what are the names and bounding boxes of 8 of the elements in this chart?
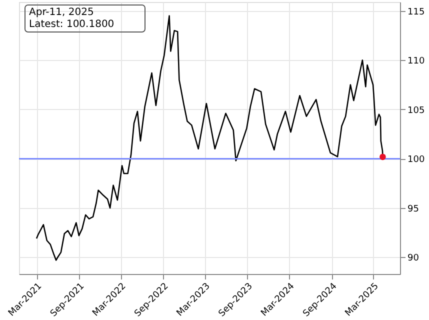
y-tick-label: 100	[408, 155, 425, 166]
annotation: Apr-11, 2025	[29, 7, 94, 18]
y-tick-label: 115	[408, 7, 425, 18]
y-tick-label: 110	[408, 56, 425, 67]
y-tick-label: 105	[408, 106, 425, 116]
y-tick-label: 90	[408, 254, 420, 264]
y-tick-label: 95	[408, 204, 419, 214]
annotation: Latest: 100.1800	[29, 19, 114, 30]
